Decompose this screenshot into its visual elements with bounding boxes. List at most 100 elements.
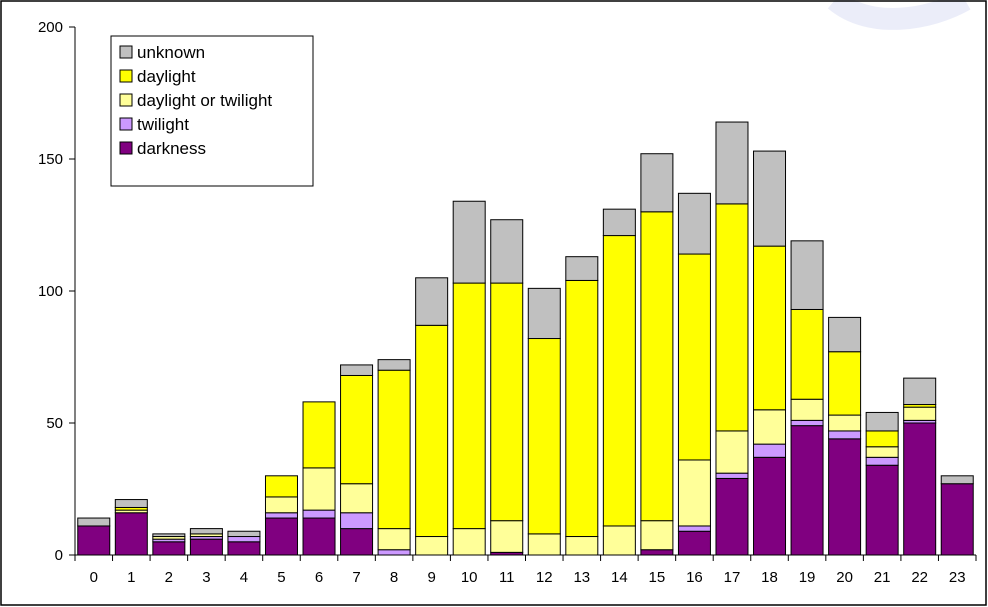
bar-segment-unknown-10 bbox=[452, 200, 486, 284]
bar-segment-daylight-or-twilight-17 bbox=[715, 430, 749, 474]
bar-segment-daylight-or-twilight-8 bbox=[377, 528, 411, 551]
x-tick-label-22: 22 bbox=[911, 569, 928, 586]
bar-segment-unknown-8 bbox=[377, 359, 411, 371]
x-tick-label-20: 20 bbox=[836, 569, 853, 586]
y-tick-label-100: 100 bbox=[38, 283, 63, 300]
x-tick-label-23: 23 bbox=[949, 569, 966, 586]
bar-segment-daylight-or-twilight-7 bbox=[340, 483, 374, 514]
bar-segment-unknown-16 bbox=[677, 192, 711, 255]
legend-label-darkness: darkness bbox=[137, 139, 206, 158]
x-tick-label-12: 12 bbox=[536, 569, 553, 586]
bar-segment-darkness-1 bbox=[114, 512, 148, 556]
bar-segment-unknown-23 bbox=[940, 475, 974, 485]
bar-segment-unknown-20 bbox=[828, 316, 862, 353]
x-tick-label-17: 17 bbox=[724, 569, 741, 586]
legend-swatch-unknown bbox=[119, 45, 133, 59]
bar-segment-daylight-or-twilight-11 bbox=[490, 520, 524, 553]
x-tick-label-2: 2 bbox=[165, 569, 173, 586]
bar-segment-twilight-4 bbox=[227, 536, 261, 543]
bar-segment-unknown-18 bbox=[753, 150, 787, 247]
y-tick-label-200: 200 bbox=[38, 19, 63, 36]
bar-segment-twilight-17 bbox=[715, 472, 749, 479]
y-tick-label-150: 150 bbox=[38, 151, 63, 168]
bar-segment-daylight-16 bbox=[677, 253, 711, 461]
bar-segment-daylight-12 bbox=[527, 338, 561, 535]
bar-segment-twilight-6 bbox=[302, 509, 336, 519]
bar-segment-daylight-19 bbox=[790, 308, 824, 400]
x-tick-label-16: 16 bbox=[686, 569, 703, 586]
bar-segment-unknown-4 bbox=[227, 530, 261, 538]
bar-segment-daylight-or-twilight-20 bbox=[828, 414, 862, 432]
bar-segment-twilight-8 bbox=[377, 549, 411, 556]
bar-segment-unknown-2 bbox=[152, 533, 186, 538]
x-tick-label-19: 19 bbox=[799, 569, 816, 586]
x-tick-label-15: 15 bbox=[649, 569, 666, 586]
legend-swatch-daylight bbox=[119, 69, 133, 83]
bar-segment-daylight-or-twilight-21 bbox=[865, 446, 899, 458]
x-tick-label-21: 21 bbox=[874, 569, 891, 586]
watermark-decoration bbox=[827, 0, 971, 30]
bar-segment-daylight-20 bbox=[828, 351, 862, 416]
legend-swatch-darkness bbox=[119, 141, 133, 155]
bar-segment-unknown-0 bbox=[77, 517, 111, 527]
bar-segment-daylight-or-twilight-22 bbox=[903, 406, 937, 421]
bar-segment-darkness-15 bbox=[640, 549, 674, 556]
bar-segment-daylight-11 bbox=[490, 282, 524, 522]
x-tick-label-5: 5 bbox=[277, 569, 285, 586]
bar-segment-daylight-or-twilight-18 bbox=[753, 409, 787, 445]
legend-label-daylight-or-twilight: daylight or twilight bbox=[137, 91, 272, 110]
bar-segment-daylight-13 bbox=[565, 279, 599, 538]
bar-segment-daylight-6 bbox=[302, 401, 336, 469]
bar-segment-unknown-21 bbox=[865, 411, 899, 432]
bar-segment-unknown-22 bbox=[903, 377, 937, 406]
bar-segment-daylight-or-twilight-14 bbox=[602, 525, 636, 556]
bar-segment-unknown-14 bbox=[602, 208, 636, 237]
bar-segment-twilight-7 bbox=[340, 512, 374, 530]
legend-label-unknown: unknown bbox=[137, 43, 205, 62]
bar-segment-twilight-20 bbox=[828, 430, 862, 440]
bars-group bbox=[77, 121, 974, 556]
bar-segment-darkness-3 bbox=[189, 538, 223, 556]
bar-segment-daylight-or-twilight-10 bbox=[452, 528, 486, 556]
x-tick-label-10: 10 bbox=[461, 569, 478, 586]
bar-segment-daylight-or-twilight-19 bbox=[790, 398, 824, 421]
bar-segment-darkness-22 bbox=[903, 422, 937, 556]
legend-label-daylight: daylight bbox=[137, 67, 196, 86]
bar-segment-darkness-4 bbox=[227, 541, 261, 556]
x-tick-label-7: 7 bbox=[352, 569, 360, 586]
bar-segment-daylight-or-twilight-9 bbox=[415, 536, 449, 556]
bar-segment-unknown-13 bbox=[565, 256, 599, 281]
bar-segment-unknown-17 bbox=[715, 121, 749, 205]
bar-segment-unknown-3 bbox=[189, 528, 223, 535]
bar-segment-unknown-19 bbox=[790, 240, 824, 310]
bar-segment-darkness-21 bbox=[865, 464, 899, 556]
x-tick-label-4: 4 bbox=[240, 569, 248, 586]
bar-segment-darkness-19 bbox=[790, 425, 824, 556]
bar-segment-darkness-18 bbox=[753, 456, 787, 556]
bar-segment-twilight-18 bbox=[753, 443, 787, 458]
bar-segment-unknown-9 bbox=[415, 277, 449, 326]
y-tick-label-50: 50 bbox=[46, 415, 63, 432]
bar-segment-daylight-18 bbox=[753, 245, 787, 411]
bar-segment-darkness-23 bbox=[940, 483, 974, 556]
bar-segment-daylight-5 bbox=[264, 475, 298, 498]
bar-segment-daylight-7 bbox=[340, 374, 374, 485]
bar-segment-daylight-or-twilight-12 bbox=[527, 533, 561, 556]
x-tick-label-9: 9 bbox=[427, 569, 435, 586]
bar-segment-darkness-6 bbox=[302, 517, 336, 556]
legend: unknown daylight daylight or twilight twili… bbox=[110, 35, 314, 187]
bar-segment-twilight-19 bbox=[790, 419, 824, 427]
legend-swatch-daylight-or-twilight bbox=[119, 93, 133, 107]
x-tick-label-18: 18 bbox=[761, 569, 778, 586]
x-tick-label-14: 14 bbox=[611, 569, 628, 586]
bar-segment-darkness-16 bbox=[677, 530, 711, 556]
bar-segment-daylight-8 bbox=[377, 369, 411, 530]
bar-segment-unknown-7 bbox=[340, 364, 374, 376]
bar-segment-twilight-5 bbox=[264, 512, 298, 519]
bar-segment-darkness-0 bbox=[77, 525, 111, 556]
bar-segment-unknown-1 bbox=[114, 499, 148, 508]
y-tick-label-0: 0 bbox=[55, 547, 63, 564]
